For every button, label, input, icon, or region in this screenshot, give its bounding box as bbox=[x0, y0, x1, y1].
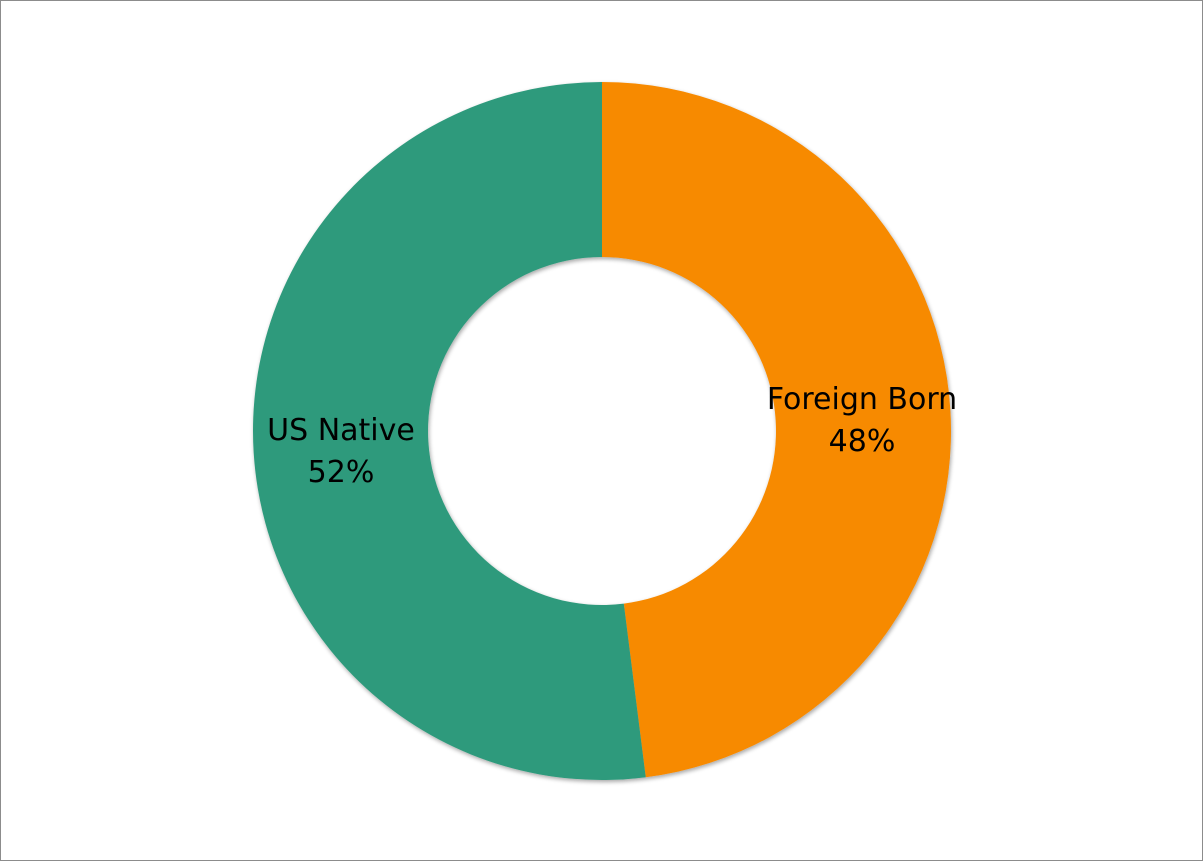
slice-foreign-born bbox=[602, 81, 952, 778]
slice-value-label: 52% bbox=[308, 455, 375, 490]
slice-label: US Native bbox=[267, 413, 415, 448]
slice-value-label: 48% bbox=[829, 424, 896, 459]
slice-label: Foreign Born bbox=[767, 382, 957, 417]
slice-us-native bbox=[253, 82, 646, 780]
